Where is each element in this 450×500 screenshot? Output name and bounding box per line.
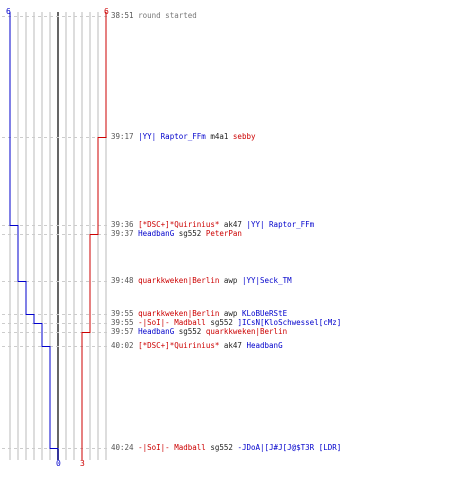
event-row: 39:57 HeadbanG sg552 quarkkweken|Berlin bbox=[111, 326, 287, 338]
victim-name: |YY|Seck_TM bbox=[241, 276, 292, 286]
red-team-end-count: 3 bbox=[80, 459, 85, 468]
blue-team-end-count: 0 bbox=[56, 459, 61, 468]
blue-team-start-count: 6 bbox=[6, 7, 11, 16]
victim-name: sebby bbox=[232, 131, 256, 141]
killer-name: quarkkweken|Berlin bbox=[138, 276, 220, 286]
victim-name: HeadbanG bbox=[246, 341, 283, 351]
event-time: 39:36 bbox=[111, 220, 134, 230]
victim-name: PeterPan bbox=[205, 229, 242, 239]
event-row: 40:24 -|SoI|- Madball sg552 -JDoA|[J#J[J… bbox=[111, 442, 341, 454]
event-row: 40:02 [*DSC+]*Quirinius* ak47 HeadbanG bbox=[111, 340, 283, 352]
victim-name: KLoBUeRStE bbox=[241, 308, 288, 318]
blue-team-alive-line bbox=[9, 12, 59, 460]
victim-name: ]ICsN[KloSchwessel[cMz] bbox=[237, 317, 342, 327]
event-row: 38:51 round started bbox=[111, 10, 197, 22]
weapon-name: awp bbox=[223, 276, 238, 286]
killer-name: HeadbanG bbox=[138, 229, 175, 239]
weapon-name: ak47 bbox=[223, 341, 242, 351]
killer-name: quarkkweken|Berlin bbox=[138, 308, 220, 318]
event-row: 39:55 -|SoI|- Madball sg552 ]ICsN[KloSch… bbox=[111, 317, 341, 329]
weapon-name: sg552 bbox=[178, 326, 202, 336]
event-row: 39:17 |YY| Raptor_FFm m4a1 sebby bbox=[111, 131, 256, 143]
event-row: 39:48 quarkkweken|Berlin awp |YY|Seck_TM bbox=[111, 275, 292, 287]
killer-name: -|SoI|- Madball bbox=[138, 317, 206, 327]
victim-name: quarkkweken|Berlin bbox=[205, 326, 288, 336]
event-time: 39:37 bbox=[111, 229, 134, 239]
weapon-name: awp bbox=[223, 308, 238, 318]
victim-name: -JDoA|[J#J[J@$T3R [LDR] bbox=[237, 443, 342, 453]
weapon-name: sg552 bbox=[210, 443, 233, 453]
event-time: 40:24 bbox=[111, 443, 134, 453]
killer-name: [*DSC+]*Quirinius* bbox=[138, 220, 220, 230]
weapon-name: ak47 bbox=[223, 220, 242, 230]
weapon-name: m4a1 bbox=[210, 131, 229, 141]
killer-name: [*DSC+]*Quirinius* bbox=[138, 341, 220, 351]
red-team-alive-line bbox=[81, 12, 107, 460]
killer-name: |YY| Raptor_FFm bbox=[138, 131, 206, 141]
event-time: 38:51 bbox=[111, 11, 134, 20]
event-time: 39:55 bbox=[111, 308, 134, 318]
event-row: 39:55 quarkkweken|Berlin awp KLoBUeRStE bbox=[111, 308, 287, 320]
victim-name: |YY| Raptor_FFm bbox=[246, 220, 315, 230]
event-time: 39:57 bbox=[111, 326, 134, 336]
event-time: 39:17 bbox=[111, 131, 134, 141]
event-time: 40:02 bbox=[111, 341, 134, 351]
event-row: 39:37 HeadbanG sg552 PeterPan bbox=[111, 228, 242, 240]
red-team-start-count: 6 bbox=[104, 7, 109, 16]
event-row: 39:36 [*DSC+]*Quirinius* ak47 |YY| Rapto… bbox=[111, 219, 314, 231]
weapon-name: sg552 bbox=[178, 229, 202, 239]
event-guides bbox=[2, 16, 110, 449]
killer-name: HeadbanG bbox=[138, 326, 175, 336]
weapon-name: sg552 bbox=[210, 317, 233, 327]
killer-name: -|SoI|- Madball bbox=[138, 443, 206, 453]
event-time: 39:48 bbox=[111, 276, 134, 286]
player-grid bbox=[9, 12, 107, 460]
event-time: 39:55 bbox=[111, 317, 134, 327]
event-message: round started bbox=[138, 11, 197, 20]
